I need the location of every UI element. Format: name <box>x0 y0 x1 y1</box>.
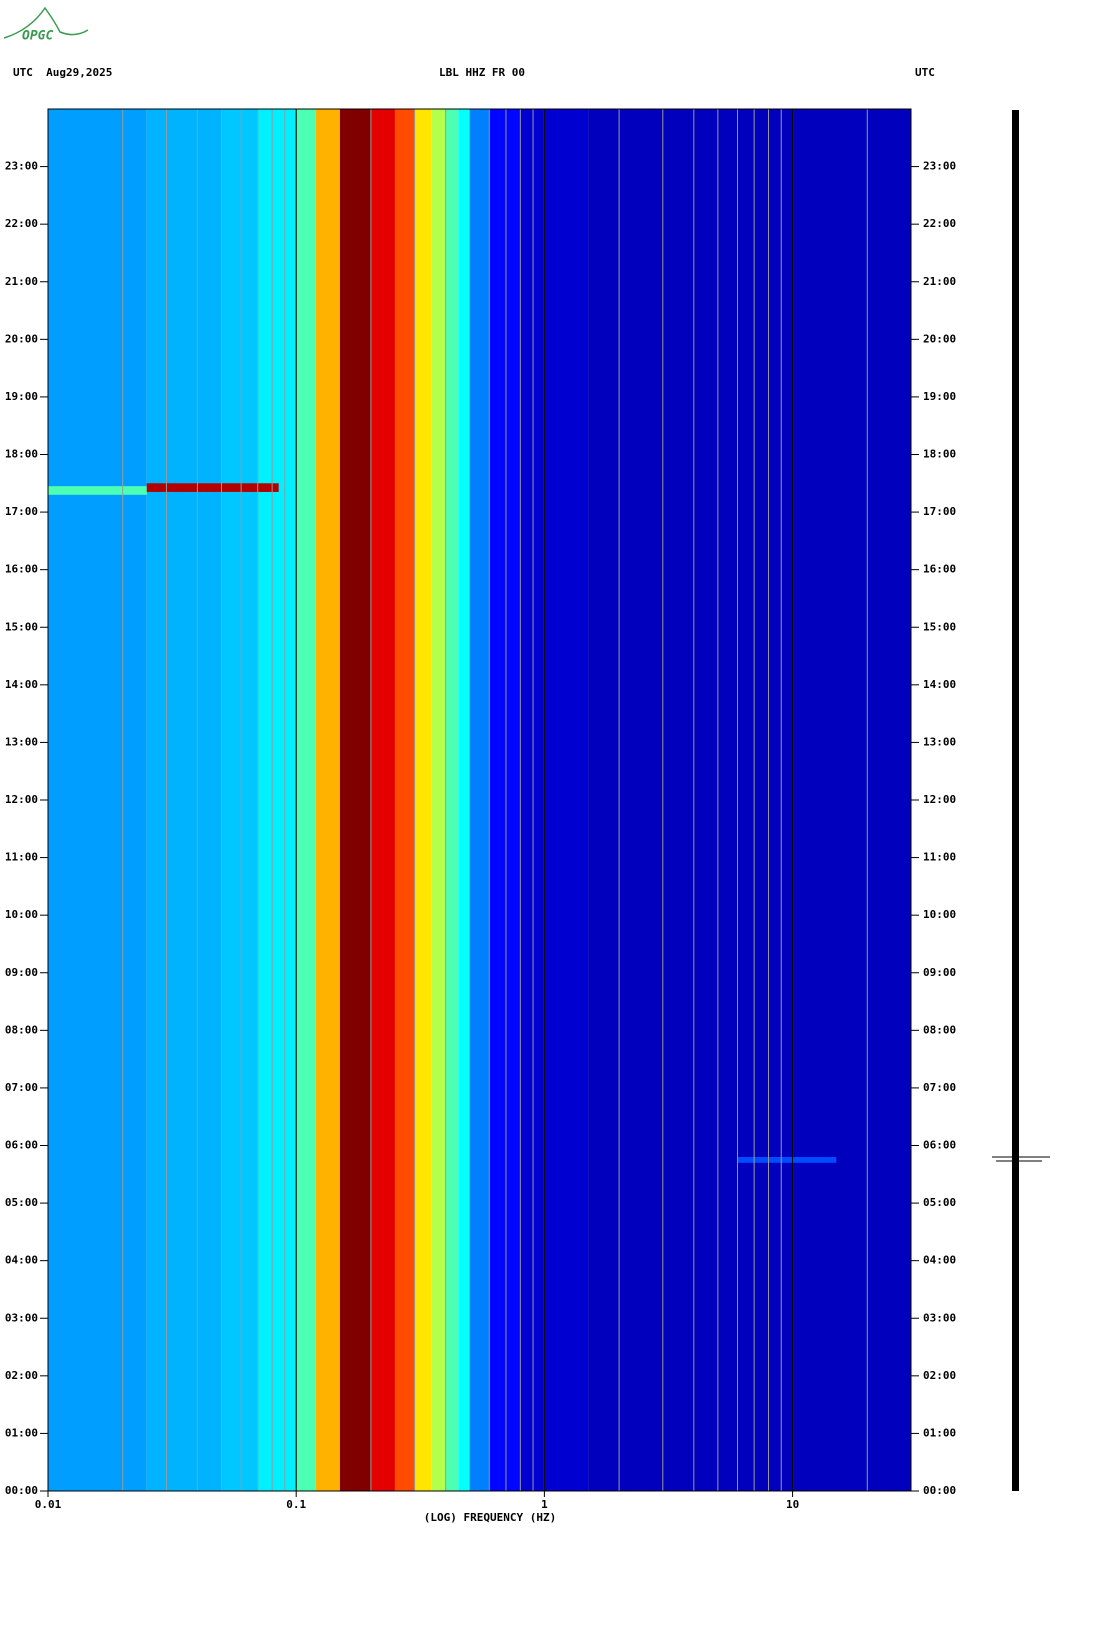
y-tick-label: 16:00 <box>5 563 38 576</box>
event-cell <box>146 483 279 492</box>
spectrum-cell <box>414 109 432 1491</box>
spectrum-cell <box>469 109 490 1491</box>
header-left: UTC Aug29,2025 <box>13 66 112 79</box>
y-tick-label: 23:00 <box>923 160 956 173</box>
y-tick-label: 17:00 <box>923 505 956 518</box>
spectrum-cell <box>315 109 340 1491</box>
y-tick-label: 07:00 <box>5 1081 38 1094</box>
logo-mark <box>3 6 89 39</box>
y-tick-label: 20:00 <box>5 332 38 345</box>
plot-frame <box>47 108 912 1492</box>
x-tick-label: 1 <box>541 1498 548 1511</box>
spectrum-cell <box>445 109 459 1491</box>
y-tick-label: 16:00 <box>923 563 956 576</box>
y-tick-label: 03:00 <box>5 1311 38 1324</box>
spectrum-cell <box>458 109 470 1491</box>
y-tick-label: 18:00 <box>5 448 38 461</box>
y-tick-label: 15:00 <box>5 620 38 633</box>
y-tick-label: 18:00 <box>923 448 956 461</box>
seismogram <box>992 110 1050 1491</box>
y-tick-label: 06:00 <box>923 1139 956 1152</box>
spectrum-cell <box>296 109 316 1491</box>
spectrum-cell <box>394 109 415 1491</box>
x-tick-label: 0.1 <box>286 1498 306 1511</box>
x-axis-label: (LOG) FREQUENCY (HZ) <box>424 1511 556 1524</box>
spectrum-cell <box>339 109 371 1491</box>
y-tick-label: 09:00 <box>5 966 38 979</box>
y-tick-label: 12:00 <box>923 793 956 806</box>
plot: 0.01 0.1 1 10 00:00 00:00 01:00 01:00 02:00 02:00… <box>5 108 956 1511</box>
y-tick-label: 21:00 <box>5 275 38 288</box>
spectrum-cell <box>48 109 147 1491</box>
y-tick-label: 03:00 <box>923 1311 956 1324</box>
spectrum-cell <box>221 109 258 1491</box>
y-tick-label: 13:00 <box>5 735 38 748</box>
spectrum-cell <box>146 109 222 1491</box>
event-cell <box>48 486 147 495</box>
y-tick-label: 22:00 <box>923 217 956 230</box>
x-tick-label: 0.01 <box>35 1498 62 1511</box>
y-tick-label: 10:00 <box>5 908 38 921</box>
y-tick-label: 05:00 <box>5 1196 38 1209</box>
spectrum-cell <box>257 109 297 1491</box>
y-tick-label: 19:00 <box>923 390 956 403</box>
y-tick-label: 05:00 <box>923 1196 956 1209</box>
y-tick-label: 01:00 <box>923 1426 956 1439</box>
spectrum-cell <box>431 109 446 1491</box>
y-tick-label: 09:00 <box>923 966 956 979</box>
y-tick-label: 12:00 <box>5 793 38 806</box>
event-cell <box>737 1157 837 1163</box>
y-tick-label: 04:00 <box>5 1254 38 1267</box>
y-tick-label: 02:00 <box>5 1369 38 1382</box>
spectrum-cell <box>520 109 589 1491</box>
y-tick-label: 00:00 <box>5 1484 38 1497</box>
header-right: UTC <box>915 66 935 79</box>
y-tick-label: 23:00 <box>5 160 38 173</box>
spectrum-cell <box>588 109 911 1491</box>
y-tick-label: 20:00 <box>923 332 956 345</box>
y-tick-label: 06:00 <box>5 1139 38 1152</box>
y-tick-label: 15:00 <box>923 620 956 633</box>
spectrum-cell <box>370 109 395 1491</box>
y-tick-label: 00:00 <box>923 1484 956 1497</box>
y-tick-label: 01:00 <box>5 1426 38 1439</box>
y-tick-label: 08:00 <box>5 1023 38 1036</box>
trace <box>1012 110 1019 1491</box>
y-tick-label: 11:00 <box>5 851 38 864</box>
y-tick-label: 14:00 <box>923 678 956 691</box>
y-tick-label: 02:00 <box>923 1369 956 1382</box>
x-tick-label: 10 <box>786 1498 799 1511</box>
logo-text: OPGC <box>22 29 53 44</box>
chart-title: LBL HHZ FR 00 <box>439 66 525 79</box>
y-tick-label: 17:00 <box>5 505 38 518</box>
y-tick-label: 11:00 <box>923 851 956 864</box>
y-tick-label: 08:00 <box>923 1023 956 1036</box>
y-tick-label: 14:00 <box>5 678 38 691</box>
y-tick-label: 10:00 <box>923 908 956 921</box>
y-tick-label: 21:00 <box>923 275 956 288</box>
y-tick-label: 07:00 <box>923 1081 956 1094</box>
y-tick-label: 22:00 <box>5 217 38 230</box>
y-tick-label: 04:00 <box>923 1254 956 1267</box>
spectrum-cell <box>489 109 521 1491</box>
y-tick-label: 19:00 <box>5 390 38 403</box>
y-tick-label: 13:00 <box>923 735 956 748</box>
